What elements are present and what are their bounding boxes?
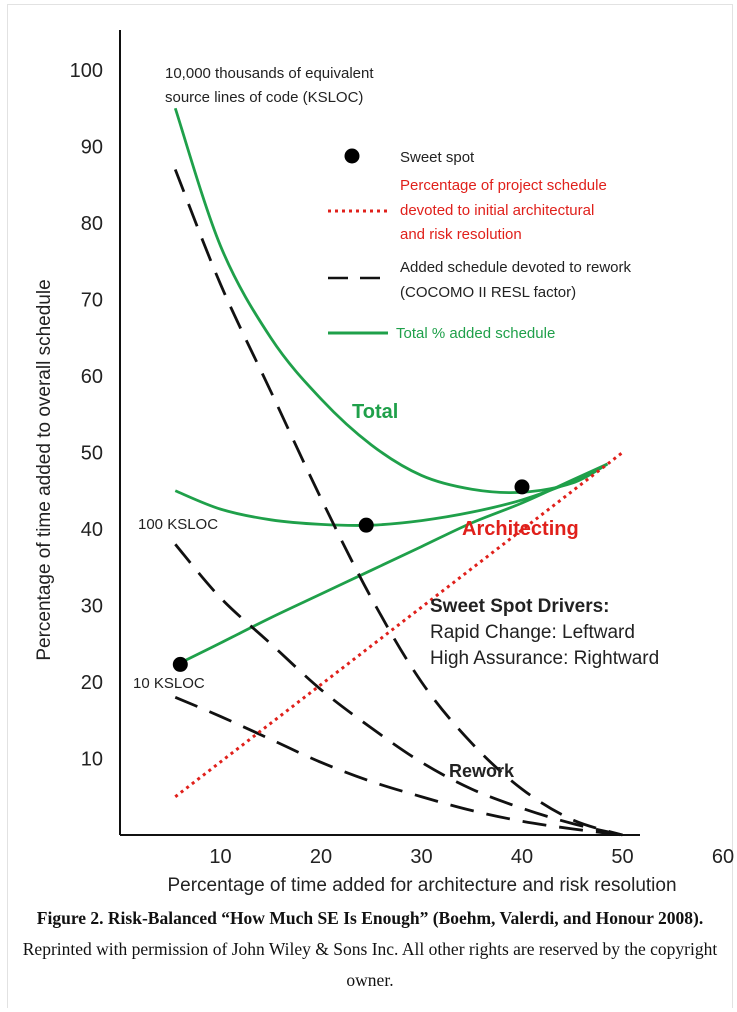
y-tick-label: 100 [70, 60, 103, 82]
annotation-rework: Rework [449, 761, 515, 781]
y-tick-label: 60 [81, 366, 103, 388]
architecting-line [174, 451, 624, 798]
y-tick-label: 40 [81, 519, 103, 541]
caption-text: Reprinted with permission of John Wiley … [22, 939, 718, 990]
legend-sweet-spot-label: Sweet spot [400, 149, 475, 166]
y-tick-label: 70 [81, 290, 103, 312]
legend-total-label: Total % added schedule [396, 325, 555, 342]
figure-caption: Figure 2. Risk-Balanced “How Much SE Is … [20, 903, 720, 996]
annotation-10000-ksloc-2: source lines of code (KSLOC) [165, 89, 363, 106]
legend-rework-label-1: Added schedule devoted to rework [400, 259, 631, 276]
x-tick-label: 50 [611, 846, 633, 868]
annotation-10000-ksloc-1: 10,000 thousands of equivalent [165, 65, 374, 82]
y-tick-label: 50 [81, 443, 103, 465]
y-tick-label: 20 [81, 672, 103, 694]
legend-rework-label-2: (COCOMO II RESL factor) [400, 284, 576, 301]
annotations: 10,000 thousands of equivalent source lin… [133, 65, 659, 781]
sweet-spot-dot [358, 517, 374, 533]
rework-curve-100ksloc [174, 543, 623, 837]
total-curve-10ksloc [179, 462, 609, 665]
y-axis-label: Percentage of time added to overall sche… [34, 279, 55, 660]
total-curve-10000ksloc [173, 107, 609, 495]
rework-curve-10000ksloc [173, 168, 623, 837]
risk-balanced-chart: 10 20 30 40 50 60 70 80 90 100 10 20 30 40 50 60 Percent… [34, 30, 734, 896]
annotation-10-ksloc: 10 KSLOC [133, 675, 205, 692]
caption-title: Figure 2. Risk-Balanced “How Much SE Is … [36, 908, 704, 928]
legend-architecting-label-1: Percentage of project schedule [400, 177, 607, 194]
x-axis-label: Percentage of time added for architectur… [167, 875, 676, 896]
annotation-100-ksloc: 100 KSLOC [138, 516, 218, 533]
annotation-total: Total [352, 401, 398, 423]
y-tick-label: 30 [81, 596, 103, 618]
y-tick-label: 10 [81, 749, 103, 771]
annotation-drivers-title: Sweet Spot Drivers: [430, 596, 610, 617]
x-tick-label: 20 [310, 846, 332, 868]
axes: 10 20 30 40 50 60 70 80 90 100 10 20 30 40 50 60 Percent… [34, 30, 734, 896]
x-tick-label: 60 [712, 846, 734, 868]
annotation-drivers-line-2: High Assurance: Rightward [430, 648, 659, 669]
y-tick-label: 90 [81, 137, 103, 159]
annotation-drivers-line-1: Rapid Change: Leftward [430, 622, 635, 643]
x-tick-label: 30 [410, 846, 432, 868]
sweet-spot-markers [172, 479, 530, 672]
legend: Sweet spot Percentage of project schedule… [328, 148, 631, 342]
rework-curve-10ksloc [174, 696, 623, 837]
legend-architecting-label-2: devoted to initial architectural [400, 202, 594, 219]
annotation-architecting: Architecting [462, 518, 579, 540]
figure-frame [7, 4, 733, 1008]
sweet-spot-dot [172, 656, 188, 672]
x-tick-label: 10 [209, 846, 231, 868]
x-tick-label: 40 [511, 846, 533, 868]
y-tick-label: 80 [81, 213, 103, 235]
curves [173, 107, 624, 837]
sweet-spot-dot [514, 479, 530, 495]
legend-architecting-label-3: and risk resolution [400, 226, 522, 243]
legend-sweet-spot-dot [344, 148, 360, 164]
